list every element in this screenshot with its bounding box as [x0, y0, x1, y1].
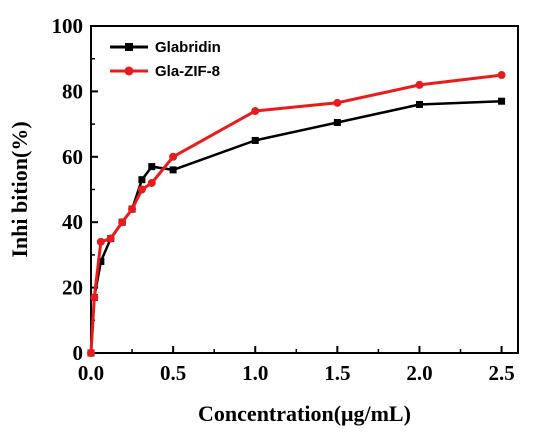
data-point-glabridin	[97, 257, 105, 265]
data-point-gla-zif-8	[169, 152, 178, 161]
data-point-glabridin	[251, 136, 259, 144]
y-axis-ticks: 0 20 40 60 80 100	[52, 14, 98, 365]
series-line-glabridin	[89, 99, 502, 354]
x-tick-label: 0.5	[160, 361, 186, 385]
data-point-glabridin	[498, 97, 506, 105]
x-tick-label: 0.0	[78, 361, 104, 385]
legend-label-glabridin: Glabridin	[155, 39, 221, 56]
data-point-gla-zif-8	[118, 218, 127, 227]
x-axis-title: Concentration(μg/mL)	[198, 401, 411, 426]
y-tick-label: 40	[62, 210, 83, 234]
data-point-gla-zif-8	[106, 234, 115, 243]
x-tick-label: 1.5	[324, 361, 350, 385]
legend-marker-glabridin	[125, 43, 133, 51]
legend: Glabridin Gla-ZIF-8	[110, 39, 221, 80]
data-point-gla-zif-8	[137, 185, 146, 194]
data-point-gla-zif-8	[497, 71, 506, 80]
data-point-gla-zif-8	[333, 98, 342, 107]
data-point-gla-zif-8	[251, 107, 260, 116]
y-tick-label: 0	[73, 341, 84, 365]
data-point-gla-zif-8	[90, 293, 99, 302]
y-tick-label: 80	[62, 79, 83, 103]
data-point-glabridin	[138, 176, 146, 184]
y-tick-label: 60	[62, 145, 83, 169]
x-tick-label: 2.5	[488, 361, 514, 385]
legend-marker-gla-zif-8	[124, 66, 134, 76]
x-tick-label: 2.0	[406, 361, 432, 385]
x-tick-label: 1.0	[242, 361, 268, 385]
data-point-glabridin	[148, 163, 156, 171]
x-axis-ticks: 0.0 0.5 1.0 1.5 2.0 2.5	[78, 346, 515, 385]
data-point-gla-zif-8	[147, 178, 156, 187]
data-point-gla-zif-8	[87, 349, 95, 357]
y-tick-label: 100	[52, 14, 84, 38]
data-point-glabridin	[333, 118, 341, 126]
data-point-glabridin	[415, 100, 423, 108]
series-line-gla-zif-8	[89, 73, 502, 354]
data-point-gla-zif-8	[128, 205, 137, 214]
data-point-gla-zif-8	[96, 237, 105, 246]
data-point-glabridin	[169, 166, 177, 174]
legend-label-gla-zif-8: Gla-ZIF-8	[155, 63, 220, 80]
y-tick-label: 20	[62, 276, 83, 300]
y-axis-title: Inhi bition(%)	[7, 121, 32, 257]
series-layer	[87, 71, 506, 357]
data-point-gla-zif-8	[415, 80, 424, 89]
